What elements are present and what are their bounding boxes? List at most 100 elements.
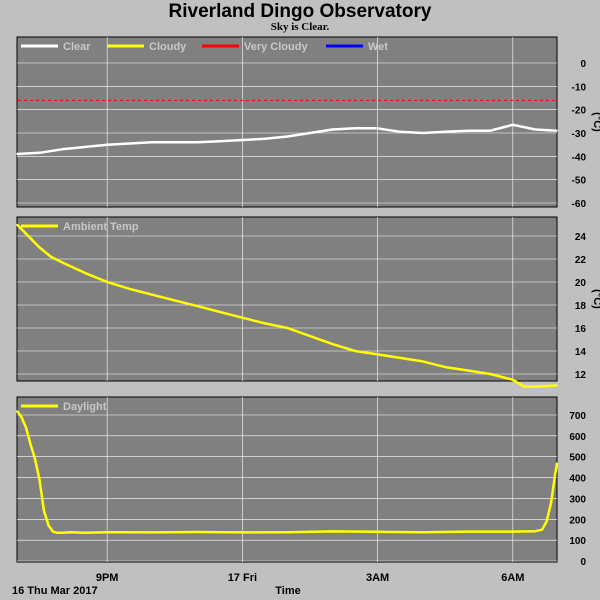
y-tick-label: 200 [569, 515, 586, 526]
data-point [309, 335, 311, 337]
panel-3: 700 600 500 400 300 200 100 0 Daylight [15, 396, 586, 568]
data-point [61, 148, 63, 150]
y-tick-label: 0 [580, 59, 586, 70]
plot-area [16, 396, 558, 563]
data-point [196, 305, 198, 307]
data-point [444, 366, 446, 368]
data-point [512, 124, 514, 126]
x-axis-label: Time [275, 585, 300, 597]
series-line-ambient-temp [16, 223, 558, 388]
legend-label: Ambient Temp [63, 221, 139, 233]
data-point [151, 141, 153, 143]
data-point [554, 476, 556, 479]
data-point [61, 532, 63, 534]
data-point [84, 532, 86, 534]
data-point [556, 130, 558, 132]
data-point [106, 281, 108, 283]
data-point [377, 531, 379, 533]
plot-area [16, 216, 558, 382]
chart-panels: 0 -10 -20 -30 -40 -50 -60 (°C) Clear Cloudy Very C… [15, 36, 600, 568]
data-point [29, 443, 32, 445]
data-point [174, 299, 176, 301]
data-point [422, 360, 424, 362]
y-tick-label: 600 [569, 432, 586, 443]
y-axis-label: (°C) [591, 289, 600, 309]
legend-item: Cloudy [107, 41, 187, 53]
plot-area [16, 36, 558, 208]
data-point [241, 531, 243, 534]
y-tick-label: 24 [575, 232, 587, 243]
data-point [399, 357, 401, 359]
x-tick-label: 3AM [366, 572, 389, 584]
legend-label: Daylight [63, 401, 107, 413]
data-point [286, 327, 289, 329]
data-point [546, 520, 548, 522]
x-tick-label: 17 Fri [228, 572, 257, 584]
data-point [354, 350, 356, 352]
data-point [550, 502, 552, 504]
data-point [129, 142, 131, 145]
data-point [467, 369, 469, 372]
y-tick-label: 700 [569, 411, 586, 422]
data-point [444, 131, 446, 133]
data-point [47, 524, 50, 527]
y-axis-label: (°C) [591, 112, 600, 132]
data-point [27, 235, 29, 237]
legend-label: Very Cloudy [244, 41, 308, 53]
data-point [151, 531, 153, 534]
data-point [241, 317, 243, 319]
data-point [467, 130, 469, 132]
data-point [354, 127, 356, 129]
data-point [20, 416, 23, 418]
data-point [309, 132, 311, 134]
data-point [70, 531, 72, 533]
data-point [16, 410, 18, 412]
legend-label: Clear [63, 41, 91, 53]
data-point [534, 128, 536, 131]
data-point [512, 530, 514, 533]
data-point [377, 353, 379, 356]
data-point [106, 531, 108, 533]
y-tick-label: 22 [575, 255, 587, 266]
legend-label: Cloudy [149, 41, 187, 53]
y-tick-label: 100 [569, 536, 586, 547]
data-point [264, 138, 266, 140]
data-point [467, 530, 469, 533]
data-point [331, 530, 334, 532]
data-point [219, 311, 221, 313]
data-point [489, 373, 491, 375]
data-point [331, 128, 334, 131]
data-point [196, 141, 198, 143]
y-tick-label: 300 [569, 494, 586, 505]
y-tick-label: 14 [575, 347, 587, 358]
x-tick-label: 9PM [96, 572, 119, 584]
data-point [129, 288, 131, 290]
legend-item: Daylight [21, 401, 107, 413]
data-point [331, 343, 334, 345]
data-point [489, 130, 491, 132]
chart-title: Riverland Dingo Observatory [168, 1, 432, 22]
data-point [286, 531, 289, 533]
panel-2: 24 22 20 18 16 14 12 (°C) Ambient Temp [16, 216, 600, 388]
data-point [512, 379, 514, 381]
data-point [50, 256, 52, 258]
data-point [38, 246, 41, 249]
y-tick-label: 500 [569, 453, 586, 464]
data-point [422, 132, 424, 134]
data-point [556, 384, 558, 387]
data-point [84, 272, 86, 274]
data-point [541, 529, 543, 531]
y-tick-label: -60 [572, 199, 587, 210]
data-point [43, 510, 45, 512]
x-tick-label: 6AM [501, 572, 524, 584]
data-point [241, 139, 243, 141]
data-point [196, 531, 198, 533]
y-tick-label: 0 [580, 557, 586, 568]
legend-label: Wet [368, 41, 388, 53]
data-point [219, 140, 221, 142]
legend-item: Wet [326, 41, 388, 53]
date-label: 16 Thu Mar 2017 [12, 585, 98, 597]
data-point [52, 531, 54, 533]
data-point [106, 144, 108, 146]
